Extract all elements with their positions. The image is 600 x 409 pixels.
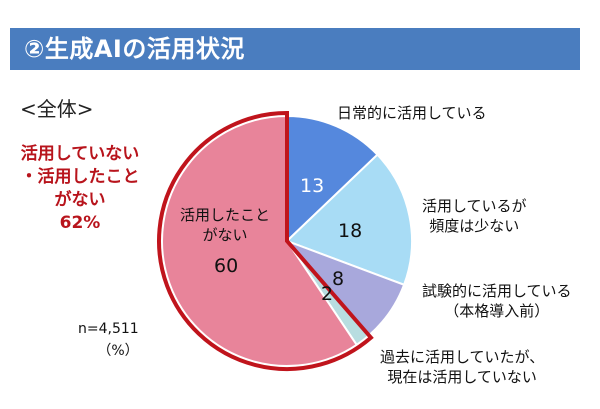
value-daily: 13 <box>300 175 325 197</box>
page-title: ②生成AIの活用状況 <box>24 35 245 63</box>
highlight-outline <box>157 110 374 371</box>
summary-line-3: がない <box>54 190 106 210</box>
label-trial-line-1: 試験的に活用している <box>422 282 572 300</box>
label-never: 活用したこと がない <box>180 205 270 245</box>
value-trial: 8 <box>332 268 345 290</box>
label-trial-line-2: （本格導入前） <box>444 302 550 320</box>
summary-line-2: ・活用したこと <box>20 167 140 187</box>
label-past-line-2: 現在は活用していない <box>387 368 537 386</box>
label-daily: 日常的に活用している <box>337 104 487 122</box>
summary-annotation: 活用していない ・活用したこと がない 62% <box>0 143 160 235</box>
pie-slice <box>286 114 379 244</box>
label-past: 過去に活用していたが、 現在は活用していない <box>380 347 544 387</box>
sample-size: n=4,511 <box>78 321 139 337</box>
summary-line-1: 活用していない <box>20 144 140 164</box>
unit-label: （%） <box>97 343 139 359</box>
value-never: 60 <box>214 255 239 277</box>
pie-slice <box>161 114 359 367</box>
label-never-line-1: 活用したこと <box>180 206 271 224</box>
value-infrequent: 18 <box>338 220 363 242</box>
label-infrequent-line-2: 頻度は少ない <box>429 217 520 235</box>
title-bar: ②生成AIの活用状況 <box>10 28 580 70</box>
label-infrequent: 活用しているが 頻度は少ない <box>422 196 527 236</box>
sample-info: n=4,511 （%） <box>78 318 139 362</box>
subset-label: <全体> <box>20 97 94 121</box>
label-past-line-1: 過去に活用していたが、 <box>380 348 545 366</box>
label-never-line-2: がない <box>202 226 248 244</box>
label-trial: 試験的に活用している （本格導入前） <box>422 281 572 321</box>
value-past: 2 <box>321 283 334 305</box>
summary-percent: 62% <box>59 213 101 233</box>
label-infrequent-line-1: 活用しているが <box>422 197 527 215</box>
